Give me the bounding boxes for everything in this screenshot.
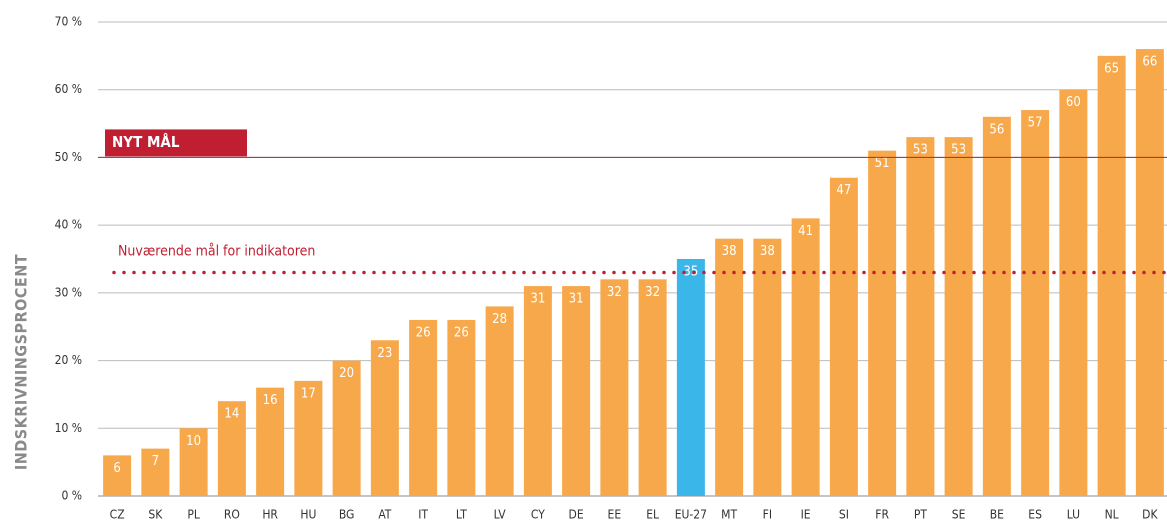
value-label: 26	[416, 325, 431, 340]
y-tick-label: 40 %	[55, 218, 82, 232]
bar	[715, 238, 744, 496]
value-label: 53	[951, 143, 966, 158]
bar	[638, 279, 667, 496]
x-tick-label: BG	[339, 508, 355, 522]
value-label: 32	[645, 285, 660, 300]
value-label: 57	[1028, 116, 1043, 131]
x-tick-label: NL	[1105, 508, 1119, 522]
bar	[829, 177, 858, 496]
x-tick-label: DK	[1142, 508, 1158, 522]
value-label: 51	[875, 156, 890, 171]
bar	[332, 360, 361, 496]
bar	[1059, 89, 1088, 496]
reference-label: Nuværende mål for indikatoren	[118, 243, 315, 260]
x-tick-label: EU-27	[675, 508, 707, 522]
bar	[1021, 110, 1050, 497]
value-label: 53	[913, 143, 928, 158]
value-label: 7	[152, 454, 159, 469]
x-tick-label: FR	[875, 508, 889, 522]
bar	[447, 319, 476, 496]
bar	[676, 259, 705, 496]
y-tick-label: 0 %	[61, 489, 82, 503]
bar	[791, 218, 820, 496]
x-tick-label: AT	[378, 508, 391, 522]
x-tick-label: ES	[1028, 508, 1042, 522]
bar	[103, 455, 132, 496]
x-tick-label: EE	[608, 508, 622, 522]
bar	[523, 286, 552, 496]
x-tick-label: PT	[914, 508, 928, 522]
bar	[906, 137, 935, 496]
value-label: 35	[683, 265, 698, 280]
y-tick-label: 50 %	[55, 150, 82, 164]
x-tick-label: SK	[148, 508, 163, 522]
bar	[982, 116, 1011, 497]
value-label: 10	[186, 434, 201, 449]
bar	[562, 286, 591, 496]
value-label: 65	[1104, 61, 1119, 76]
value-label: 32	[607, 285, 622, 300]
x-tick-label: FI	[763, 508, 772, 522]
value-label: 47	[836, 183, 851, 198]
value-label: 16	[263, 393, 278, 408]
value-label: 26	[454, 325, 469, 340]
x-tick-label: BE	[990, 508, 1004, 522]
bar	[370, 340, 399, 496]
value-label: 66	[1142, 55, 1157, 70]
reference-label-box	[105, 129, 247, 157]
x-tick-label: IT	[418, 508, 428, 522]
x-tick-label: LU	[1067, 508, 1080, 522]
bar	[409, 319, 438, 496]
bar	[1135, 49, 1164, 496]
x-tick-label: CY	[531, 508, 545, 522]
value-label: 20	[339, 366, 354, 381]
y-tick-label: 10 %	[55, 421, 82, 435]
bar	[179, 428, 208, 496]
bar	[485, 306, 514, 496]
x-tick-label: SE	[952, 508, 966, 522]
value-label: 17	[301, 386, 316, 401]
y-tick-label: 30 %	[55, 285, 82, 299]
y-axis-label: INDSKRIVNINGSPROCENT	[12, 254, 31, 470]
value-label: 38	[722, 244, 737, 259]
x-tick-label: CZ	[110, 508, 125, 522]
x-tick-label: LT	[456, 508, 467, 522]
bar	[294, 380, 323, 496]
bar	[141, 448, 170, 496]
y-tick-label: 20 %	[55, 353, 82, 367]
x-tick-label: RO	[224, 508, 240, 522]
bar	[753, 238, 782, 496]
value-label: 60	[1066, 95, 1081, 110]
value-label: 14	[224, 407, 239, 422]
x-tick-label: IE	[801, 508, 811, 522]
x-tick-label: HR	[262, 508, 278, 522]
x-tick-label: EL	[646, 508, 659, 522]
x-tick-label: PL	[187, 508, 200, 522]
bar	[1097, 55, 1126, 496]
x-tick-label: SI	[839, 508, 849, 522]
y-tick-label: 70 %	[55, 15, 82, 29]
reference-label: NYT MÅL	[112, 132, 180, 151]
bar	[256, 387, 285, 496]
value-label: 28	[492, 312, 507, 327]
value-label: 23	[377, 346, 392, 361]
bar	[944, 137, 973, 496]
x-tick-label: MT	[721, 508, 737, 522]
value-label: 38	[760, 244, 775, 259]
y-tick-label: 60 %	[55, 82, 82, 96]
x-tick-label: LV	[494, 508, 507, 522]
value-label: 31	[530, 292, 545, 307]
value-label: 6	[113, 461, 120, 476]
bar	[868, 150, 897, 496]
bar	[600, 279, 629, 496]
x-tick-label: DE	[569, 508, 584, 522]
value-label: 31	[569, 292, 584, 307]
bar	[217, 401, 246, 496]
value-label: 41	[798, 224, 813, 239]
x-tick-label: HU	[300, 508, 316, 522]
value-label: 56	[989, 122, 1004, 137]
